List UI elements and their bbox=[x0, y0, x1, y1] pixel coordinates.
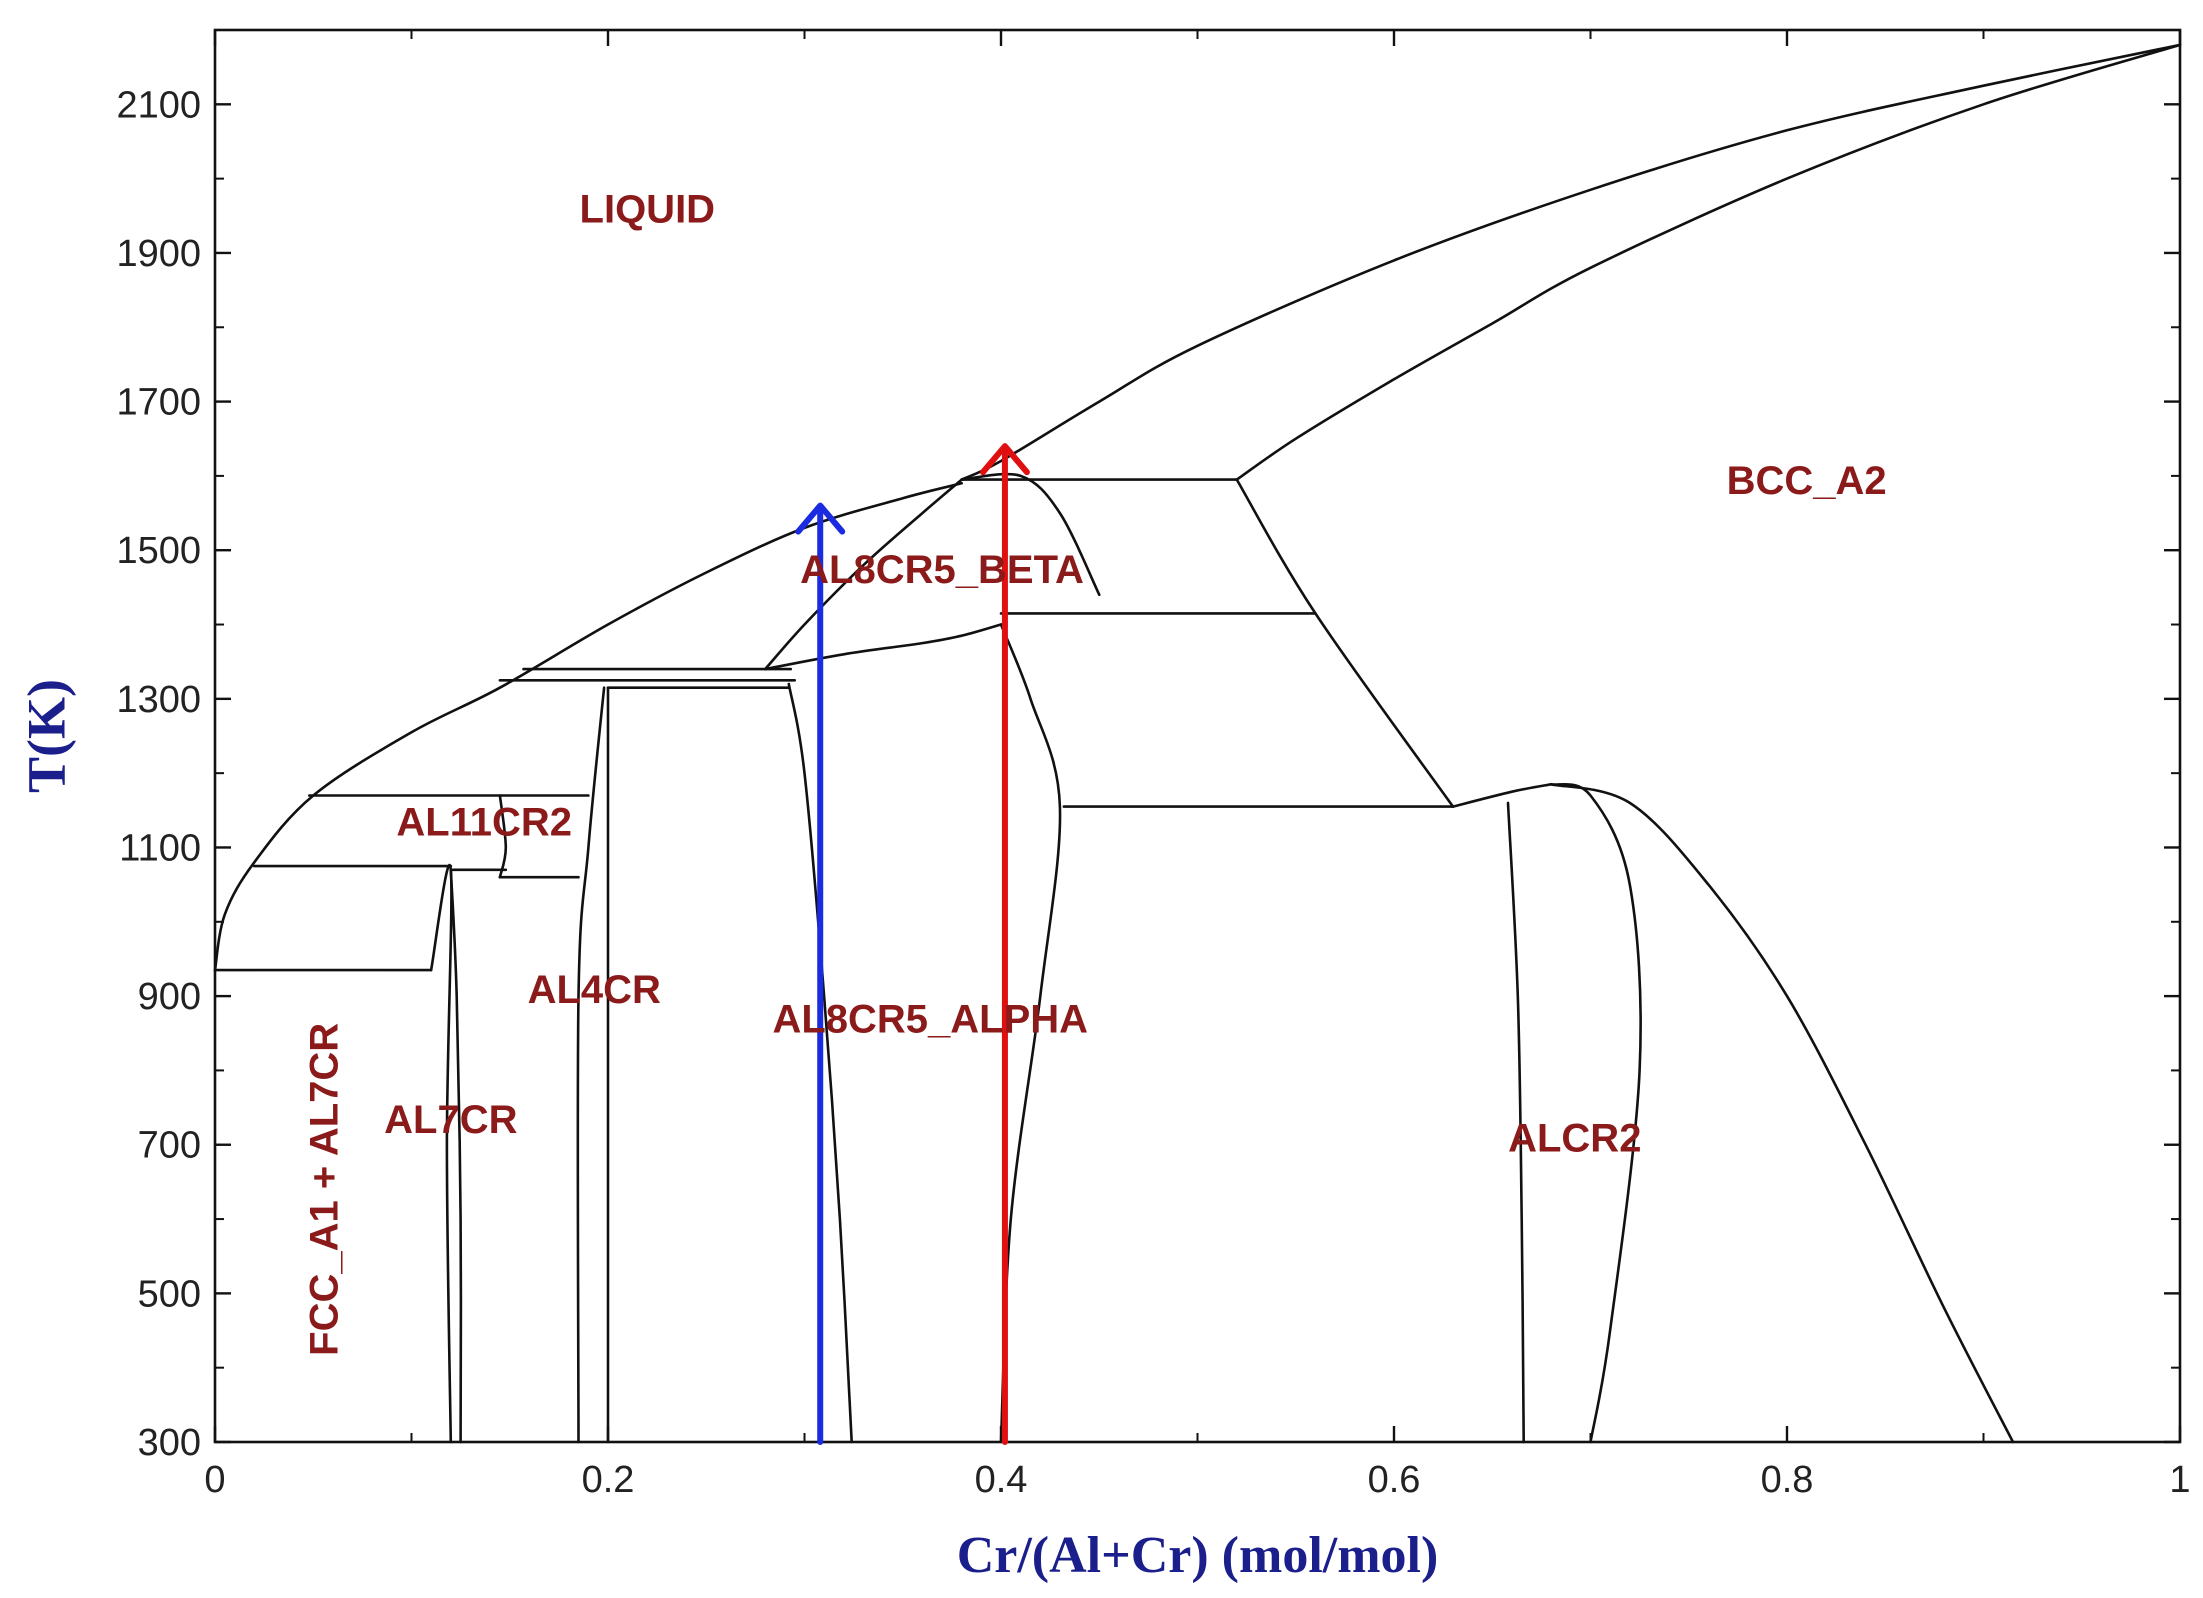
phase-label-fcc-a1-al7cr: FCC_A1 + AL7CR bbox=[303, 1023, 347, 1356]
x-axis-title: Cr/(Al+Cr) (mol/mol) bbox=[957, 1527, 1439, 1584]
y-tick-label: 900 bbox=[138, 976, 201, 1018]
y-tick-label: 700 bbox=[138, 1125, 201, 1167]
phase-label-liquid: LIQUID bbox=[580, 188, 716, 232]
phase-label-al8cr5-beta: AL8CR5_BETA bbox=[800, 548, 1084, 592]
phase-label-bcc-a2: BCC_A2 bbox=[1727, 459, 1887, 503]
arrow-blue-head bbox=[795, 502, 846, 535]
phase-label-al11cr2: AL11CR2 bbox=[396, 801, 572, 845]
y-tick-label: 1300 bbox=[116, 679, 201, 721]
phase-boundary-alcr2-left bbox=[1506, 801, 1525, 1444]
composition-arrows bbox=[795, 443, 1030, 1445]
phase-boundary-liquidus-upper bbox=[960, 43, 2182, 481]
phase-label-alcr2: ALCR2 bbox=[1508, 1117, 1641, 1161]
phase-labels: LIQUID BCC_A2 AL8CR5_BETA AL11CR2 AL4CR AL8CR… bbox=[303, 188, 1887, 1356]
phase-boundary-alcr2-dome-right bbox=[1549, 782, 1642, 1444]
y-tick-label: 500 bbox=[138, 1273, 201, 1315]
y-tick-label: 1900 bbox=[116, 233, 201, 275]
y-axis-title: T(K) bbox=[16, 679, 76, 793]
phase-label-al7cr: AL7CR bbox=[384, 1098, 517, 1142]
x-tick-label: 0.8 bbox=[1761, 1459, 1814, 1501]
phase-boundary-al11cr2-left bbox=[498, 794, 508, 879]
x-tick-label: 0.2 bbox=[582, 1459, 635, 1501]
phase-boundary-alcr2-dome-left bbox=[1451, 783, 1553, 808]
plot-frame bbox=[213, 28, 2182, 1444]
phase-boundary-al4cr-left bbox=[576, 686, 606, 1444]
axes: 0 0.2 0.4 0.6 0.8 130050070090011001300150017… bbox=[116, 28, 2191, 1501]
x-tick-label: 1 bbox=[2169, 1459, 2190, 1501]
y-tick-label: 1100 bbox=[119, 827, 201, 869]
phase-boundary-beta-bottom bbox=[763, 623, 1003, 671]
phase-boundary-beta-left bbox=[763, 478, 963, 671]
phase-boundaries bbox=[213, 43, 2182, 1444]
phase-boundary-alpha-left bbox=[787, 682, 853, 1444]
y-tick-label: 1700 bbox=[116, 382, 201, 424]
x-tick-label: 0.6 bbox=[1368, 1459, 1421, 1501]
phase-label-al4cr: AL4CR bbox=[528, 968, 661, 1012]
y-tick-label: 2100 bbox=[116, 84, 201, 126]
phase-boundary-al7cr-left bbox=[429, 864, 453, 1444]
arrow-red-head bbox=[979, 443, 1030, 476]
phase-boundary-al7cr-right bbox=[449, 868, 463, 1444]
x-tick-label: 0.4 bbox=[975, 1459, 1028, 1501]
phase-label-al8cr5-alpha: AL8CR5_ALPHA bbox=[772, 998, 1088, 1042]
y-tick-label: 1500 bbox=[116, 530, 201, 572]
phase-boundary-bcc-miscibility bbox=[1549, 783, 2015, 1444]
y-tick-label: 300 bbox=[138, 1422, 201, 1464]
phase-boundary-solidus-right bbox=[1235, 43, 2182, 481]
x-tick-label: 0 bbox=[204, 1459, 225, 1501]
phase-boundary-beta-right bbox=[960, 472, 1101, 597]
phase-boundary-bcc-solvus bbox=[1235, 478, 1455, 808]
